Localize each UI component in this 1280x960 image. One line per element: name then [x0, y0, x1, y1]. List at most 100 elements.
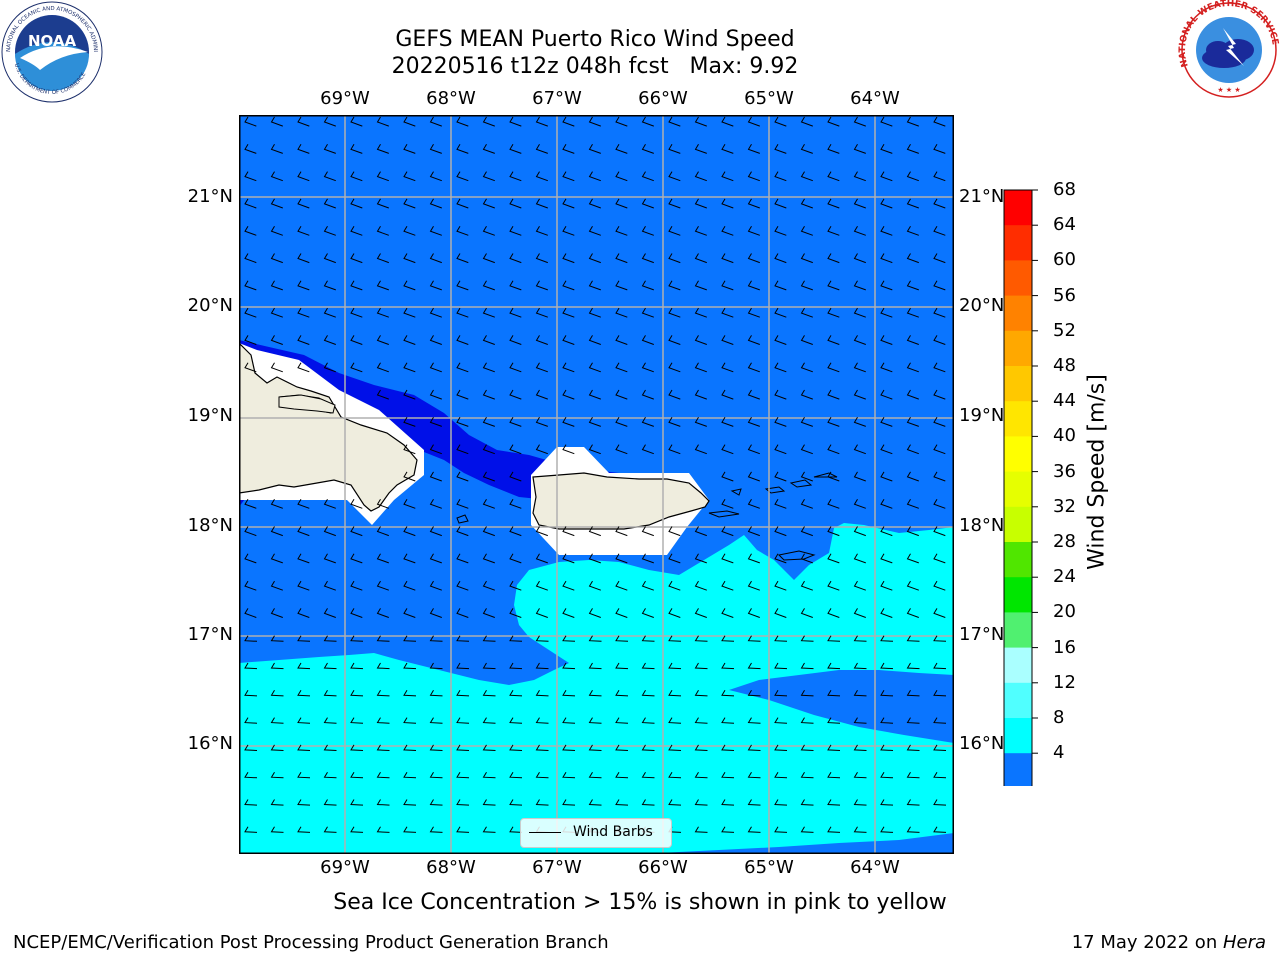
- wind-barb: [588, 171, 601, 182]
- wind-barb: [456, 116, 469, 127]
- wind-barb: [456, 744, 470, 751]
- wind-barb: [721, 826, 735, 833]
- wind-barb: [297, 280, 310, 291]
- wind-barb: [827, 635, 841, 642]
- wind-barb: [429, 225, 442, 236]
- wind-barb: [429, 580, 442, 591]
- wind-barb: [694, 608, 707, 618]
- wind-barb: [641, 116, 654, 127]
- wind-barb: [615, 225, 628, 236]
- wind-barb: [721, 171, 734, 182]
- wind-barb: [562, 144, 575, 154]
- wind-barb: [694, 389, 707, 400]
- wind-barb: [429, 362, 442, 373]
- lon-tick-bottom: 67°W: [532, 857, 582, 878]
- wind-barb: [456, 635, 470, 642]
- wind-barb: [323, 498, 336, 509]
- lon-tick-top: 69°W: [320, 88, 370, 109]
- wind-barb: [429, 771, 443, 779]
- wind-barb: [933, 717, 947, 724]
- wind-barb: [482, 799, 496, 806]
- wind-barb: [562, 335, 575, 345]
- wind-barb: [535, 144, 548, 154]
- wind-barb: [721, 771, 735, 779]
- wind-barb: [853, 444, 866, 455]
- wind-barb: [323, 253, 336, 264]
- wind-barb: [615, 690, 629, 697]
- wind-barb: [244, 717, 258, 724]
- wind-barb: [323, 198, 336, 209]
- wind-barb: [297, 690, 311, 697]
- wind-barb: [376, 744, 390, 751]
- lat-tick-left: 21°N: [187, 186, 233, 207]
- wind-barb: [694, 526, 707, 537]
- wind-barb: [244, 635, 258, 642]
- wind-barb: [880, 771, 894, 779]
- wind-barb: [668, 253, 681, 264]
- colorbar-segment: [1004, 401, 1032, 437]
- wind-barb: [933, 608, 946, 618]
- wind-barb: [694, 662, 708, 670]
- wind-barb: [562, 717, 576, 724]
- colorbar-tick-label: 20: [1053, 601, 1076, 623]
- wind-barb: [350, 771, 364, 779]
- wind-barb: [880, 144, 893, 154]
- wind-barb: [482, 144, 495, 154]
- noaa-logo: NOAA NATIONAL OCEANIC AND ATMOSPHERIC AD…: [0, 0, 103, 103]
- wind-barb: [747, 417, 760, 427]
- wind-barb: [933, 826, 947, 833]
- wind-barb: [482, 635, 496, 642]
- wind-barb: [323, 690, 337, 697]
- wind-barb: [933, 335, 946, 345]
- wind-barb: [641, 198, 654, 209]
- wind-barb: [562, 225, 575, 236]
- wind-barb: [244, 799, 258, 806]
- wind-barb: [774, 171, 787, 182]
- wind-barb: [721, 662, 735, 670]
- wind-barb: [482, 389, 495, 400]
- wind-barb: [429, 471, 442, 482]
- wind-barb: [535, 116, 548, 127]
- wind-barb: [588, 771, 602, 779]
- wind-barb: [668, 417, 681, 427]
- wind-barb: [800, 580, 813, 591]
- wind-barb: [880, 826, 894, 833]
- wind-barb: [615, 362, 628, 373]
- colorbar-segment: [1004, 190, 1032, 226]
- wind-barb: [668, 553, 681, 564]
- colorbar-outline: [1003, 189, 1033, 786]
- wind-barb: [668, 608, 681, 618]
- wind-barb: [694, 799, 708, 806]
- wind-barb: [350, 144, 363, 154]
- wind-barb: [482, 417, 495, 427]
- wind-barb: [403, 389, 416, 400]
- wind-barb: [747, 362, 760, 373]
- wind-barb: [800, 526, 813, 537]
- wind-barb: [906, 198, 919, 209]
- wind-barb: [880, 526, 893, 537]
- wind-barb: [244, 553, 257, 564]
- wind-barb: [297, 771, 311, 779]
- colorbar-tick-label: 44: [1053, 390, 1076, 412]
- wind-barb: [747, 553, 760, 564]
- colorbar-tick-label: 56: [1053, 284, 1076, 306]
- wind-barb: [853, 635, 867, 642]
- wind-barb: [482, 171, 495, 182]
- wind-barb: [509, 417, 522, 427]
- wind-barb: [800, 608, 813, 618]
- lat-tick-left: 17°N: [187, 624, 233, 645]
- wind-barb: [774, 771, 788, 779]
- wind-barb: [774, 116, 787, 127]
- wind-barb: [906, 225, 919, 236]
- wind-barb: [482, 471, 495, 482]
- wind-barb: [641, 280, 654, 291]
- wind-barb: [244, 307, 257, 318]
- wind-barb: [800, 799, 814, 806]
- wind-barb: [880, 635, 894, 642]
- wind-barb: [933, 526, 946, 537]
- wind-barb: [853, 389, 866, 400]
- wind-barb: [880, 171, 893, 182]
- wind-barb: [906, 717, 920, 724]
- wind-barb: [721, 717, 735, 724]
- wind-barb: [270, 717, 284, 724]
